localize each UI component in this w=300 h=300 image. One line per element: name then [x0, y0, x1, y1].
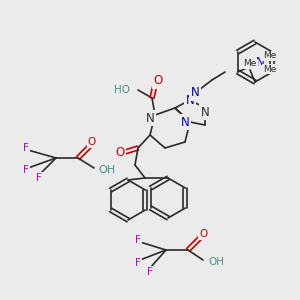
Text: F: F: [135, 235, 141, 245]
Text: O: O: [116, 146, 124, 158]
Text: N: N: [146, 112, 154, 124]
Text: F: F: [36, 173, 42, 183]
Text: N: N: [190, 86, 200, 100]
Text: N: N: [256, 56, 265, 70]
Text: N: N: [201, 106, 209, 118]
Text: O: O: [88, 137, 96, 147]
Text: F: F: [23, 165, 29, 175]
Text: OH: OH: [208, 257, 224, 267]
Text: N: N: [186, 94, 194, 106]
Text: O: O: [153, 74, 163, 88]
Text: F: F: [147, 267, 153, 277]
Text: F: F: [23, 143, 29, 153]
Text: Me: Me: [263, 52, 276, 61]
Text: Me: Me: [263, 64, 276, 74]
Text: F: F: [135, 258, 141, 268]
Text: Me: Me: [243, 59, 257, 68]
Text: OH: OH: [98, 165, 115, 175]
Text: HO: HO: [114, 85, 130, 95]
Text: N: N: [181, 116, 189, 128]
Text: O: O: [199, 229, 207, 239]
